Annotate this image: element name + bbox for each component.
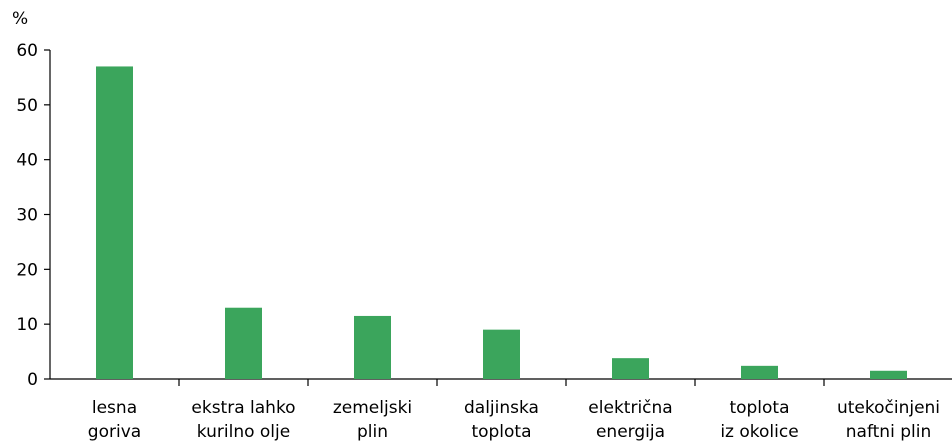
y-tick-label: 60: [16, 41, 38, 61]
bar: [354, 315, 391, 379]
x-tick-label: ekstra lahko kurilno olje: [191, 398, 295, 441]
y-tick-label: 50: [16, 96, 38, 116]
bar: [612, 358, 649, 379]
bar: [96, 66, 133, 379]
bar: [225, 307, 262, 379]
y-tick-label: 20: [16, 260, 38, 280]
bar: [870, 370, 907, 379]
x-tick-label: daljinska toplota: [464, 398, 539, 441]
y-tick-label: 30: [16, 206, 38, 226]
y-tick-label: 40: [16, 151, 38, 171]
x-tick-label: električna energija: [588, 398, 672, 441]
bar: [741, 365, 778, 379]
x-tick-label: lesna goriva: [88, 398, 141, 441]
y-tick-label: 10: [16, 315, 38, 335]
y-tick-label: 0: [27, 370, 38, 390]
x-tick-label: utekočinjeni naftni plin: [837, 398, 940, 441]
x-tick-label: zemeljski plin: [333, 398, 412, 441]
x-tick-label: toplota iz okolice: [720, 398, 798, 441]
y-axis-label: %: [12, 9, 28, 29]
bar: [483, 329, 520, 379]
